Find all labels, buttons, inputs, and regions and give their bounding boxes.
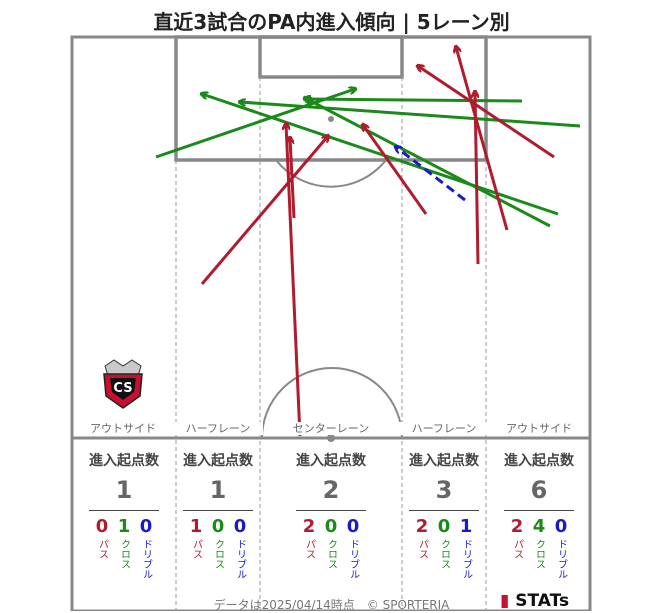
- pass-arrow: [200, 136, 328, 285]
- stat-total: 1: [115, 476, 133, 504]
- pass-arrow: [363, 125, 428, 215]
- stat-cross: 0: [211, 516, 225, 537]
- legend-pass: パス: [511, 539, 523, 559]
- stat-total: 2: [322, 476, 340, 504]
- stat-header: 進入起点数: [296, 453, 366, 469]
- stat-dribble: 1: [459, 516, 473, 537]
- dribble-arrow: [396, 147, 466, 202]
- page-title: 直近3試合のPA内進入傾向 | 5レーン別: [153, 10, 510, 34]
- legend-dribble: ドリブル: [140, 539, 152, 579]
- stat-dribble: 0: [233, 516, 247, 537]
- goal-area: [258, 35, 404, 79]
- stat-total: 6: [530, 476, 548, 504]
- cross-arrow: [305, 99, 523, 101]
- cross-arrows: [155, 89, 581, 228]
- lane-label-center: センターレーン: [286, 422, 376, 435]
- stat-cross: 4: [532, 516, 546, 537]
- penalty-spot: [328, 116, 334, 122]
- center-circle: [261, 367, 403, 439]
- lane-stats-halfspace-left: 進入起点数 1 1 パス 0 クロス 0 ドリブル: [180, 450, 256, 579]
- pass-arrow: [290, 138, 296, 219]
- stats-logo-icon: ▮: [500, 591, 510, 611]
- legend-dribble: ドリブル: [347, 539, 359, 579]
- stat-pass: 0: [95, 516, 109, 537]
- stat-header: 進入起点数: [89, 453, 159, 469]
- emblem-letters: CS: [113, 381, 132, 396]
- lane-label-halfspace-right: ハーフレーン: [399, 422, 489, 435]
- dribble-arrows: [396, 147, 466, 202]
- stat-cross: 0: [437, 516, 451, 537]
- legend-pass: パス: [303, 539, 315, 559]
- legend-pass: パス: [190, 539, 202, 559]
- cross-arrow: [240, 102, 581, 128]
- stat-total: 1: [209, 476, 227, 504]
- legend-dribble: ドリブル: [460, 539, 472, 579]
- stat-pass: 2: [302, 516, 316, 537]
- club-emblem: CS: [103, 359, 143, 409]
- lane-stats-outside-left: 進入起点数 1 0 パス 1 クロス 0 ドリブル: [86, 450, 162, 579]
- lane-stats-outside-right: 進入起点数 6 2 パス 4 クロス 0 ドリブル: [501, 450, 577, 579]
- footer-credit: データは2025/04/14時点 © SPORTERIA: [213, 598, 450, 612]
- stat-header: 進入起点数: [183, 453, 253, 469]
- pass-arrow: [286, 124, 302, 437]
- legend-cross: クロス: [212, 539, 224, 569]
- pass-arrow: [418, 66, 555, 159]
- stat-cross: 0: [324, 516, 338, 537]
- stat-cross: 1: [117, 516, 131, 537]
- lane-stats-center: 進入起点数 2 2 パス 0 クロス 0 ドリブル: [293, 450, 369, 579]
- lane-stats-halfspace-right: 進入起点数 3 2 パス 0 クロス 1 ドリブル: [406, 450, 482, 579]
- cross-arrow: [305, 98, 551, 228]
- stat-dribble: 0: [346, 516, 360, 537]
- stat-pass: 2: [510, 516, 524, 537]
- stat-pass: 1: [189, 516, 203, 537]
- legend-cross: クロス: [533, 539, 545, 569]
- lane-label-halfspace-left: ハーフレーン: [173, 422, 263, 435]
- legend-pass: パス: [96, 539, 108, 559]
- stats-logo-text: STATs: [515, 591, 570, 611]
- stat-pass: 2: [415, 516, 429, 537]
- legend-pass: パス: [416, 539, 428, 559]
- stats-logo: ▮ STATs: [500, 591, 569, 611]
- pass-arrow: [456, 47, 509, 231]
- stat-header: 進入起点数: [504, 453, 574, 469]
- stat-dribble: 0: [554, 516, 568, 537]
- lane-label-outside-left: アウトサイド: [78, 422, 168, 435]
- cross-arrow: [202, 94, 559, 216]
- legend-cross: クロス: [438, 539, 450, 569]
- lane-label-outside-right: アウトサイド: [494, 422, 584, 435]
- pass-arrows: [200, 47, 555, 437]
- stat-total: 3: [435, 476, 453, 504]
- stat-dribble: 0: [139, 516, 153, 537]
- legend-dribble: ドリブル: [555, 539, 567, 579]
- legend-cross: クロス: [325, 539, 337, 569]
- legend-cross: クロス: [118, 539, 130, 569]
- legend-dribble: ドリブル: [234, 539, 246, 579]
- stat-header: 進入起点数: [409, 453, 479, 469]
- center-spot: [327, 434, 335, 442]
